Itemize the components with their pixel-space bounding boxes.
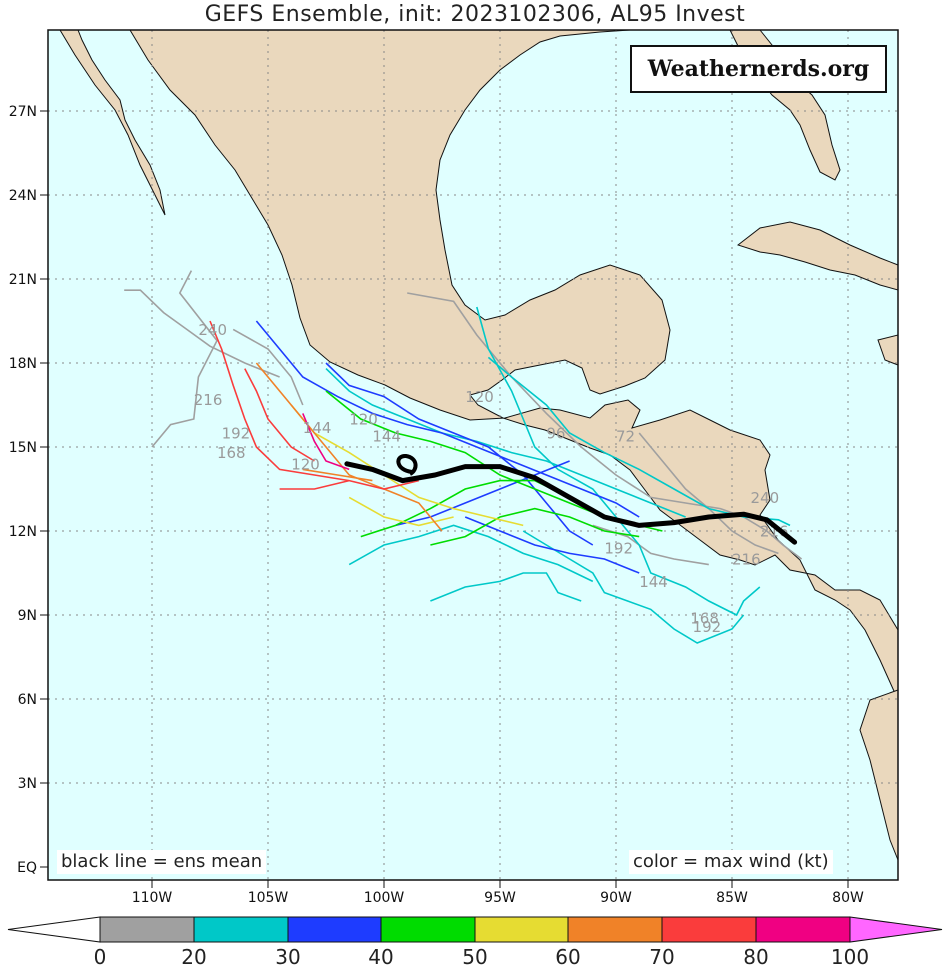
track-hour-label: 192 — [222, 425, 251, 443]
ensemble-member-track — [302, 413, 350, 471]
lat-label: 24N — [9, 188, 37, 204]
track-hour-label: 72 — [616, 427, 635, 445]
longitude-axis: 110W 105W 100W 95W 90W 85W 80W — [132, 880, 864, 906]
track-hour-label: 240 — [198, 321, 227, 339]
lon-label: 90W — [600, 890, 632, 906]
mean-track-loop — [396, 454, 418, 476]
lat-label: 6N — [18, 692, 37, 708]
lat-label: 9N — [18, 608, 37, 624]
colorbar-bin — [287, 916, 382, 943]
ensemble-mean-track — [344, 461, 798, 545]
colorbar-tick-label: 70 — [649, 945, 674, 969]
colorbar: 0 20 30 40 50 60 70 80 100 — [7, 916, 943, 969]
lon-label: 100W — [364, 890, 405, 906]
colorbar-tick-label: 40 — [368, 945, 393, 969]
colorbar-tick-label: 80 — [743, 945, 768, 969]
ensemble-member-track — [476, 306, 761, 617]
track-hour-label: 192 — [604, 539, 633, 557]
ensemble-member-track — [407, 292, 803, 560]
ensemble-member-track — [302, 468, 373, 482]
ensemble-member-track — [430, 507, 640, 546]
colorbar-tick-label: 0 — [94, 945, 107, 969]
lat-label: 21N — [9, 272, 37, 288]
lat-label: 15N — [9, 440, 37, 456]
land-south-america-corner — [859, 689, 899, 861]
lon-label: 85W — [716, 890, 748, 906]
ensemble-member-track — [348, 524, 594, 583]
colorbar-tick-label: 20 — [181, 945, 206, 969]
ensemble-member-track — [279, 479, 350, 490]
ensemble-member-track — [348, 496, 454, 527]
lat-label: EQ — [17, 860, 37, 876]
colorbar-bin — [99, 916, 195, 943]
colorbar-tick-label: 30 — [275, 945, 300, 969]
track-hour-label: 216 — [732, 551, 761, 569]
track-hour-label: 120 — [349, 411, 378, 429]
land-mexico-central-america — [129, 29, 899, 701]
ensemble-member-track — [430, 572, 582, 602]
ensemble-member-track — [244, 368, 315, 462]
track-hour-label: 168 — [690, 609, 719, 627]
colorbar-bin — [193, 916, 289, 943]
track-hour-label: 240 — [751, 489, 780, 507]
ensemble-member-track — [395, 460, 570, 527]
mean-line-note: black line = ens mean — [57, 850, 267, 874]
lat-label: 12N — [9, 524, 37, 540]
track-hour-label: 120 — [291, 455, 320, 473]
track-hour-label: 96 — [546, 425, 565, 443]
track-hour-label: 216 — [760, 523, 789, 541]
colorbar-bin — [474, 916, 569, 943]
ensemble-member-track — [209, 320, 419, 490]
lat-label: 18N — [9, 356, 37, 372]
colorbar-tick-label: 60 — [555, 945, 580, 969]
colorbar-under-arrow — [7, 916, 101, 943]
latitude-axis: 27N 24N 21N 18N 15N 12N 9N 6N 3N EQ — [9, 104, 48, 876]
map-title: GEFS Ensemble, init: 2023102306, AL95 In… — [204, 2, 746, 27]
ensemble-member-track — [255, 320, 640, 518]
colorbar-over-arrow — [849, 916, 943, 943]
track-hour-label: 144 — [303, 419, 332, 437]
ensemble-member-track — [325, 368, 686, 518]
ensemble-member-track — [124, 289, 280, 378]
ensemble-member-track — [290, 404, 524, 527]
map-frame — [47, 29, 899, 881]
lon-label: 80W — [832, 890, 864, 906]
logo-box: Weathernerds.org — [630, 45, 887, 93]
lat-label: 3N — [18, 776, 37, 792]
track-hour-label: 144 — [639, 573, 668, 591]
lon-label: 110W — [132, 890, 173, 906]
track-hour-label: 192 — [693, 618, 722, 636]
lon-label: 95W — [484, 890, 516, 906]
colorbar-bin — [380, 916, 476, 943]
track-hour-label: 144 — [372, 427, 401, 445]
ensemble-member-track — [325, 362, 594, 546]
colorbar-bin — [567, 916, 663, 943]
ensemble-tracks — [124, 270, 803, 644]
track-hour-label: 216 — [194, 391, 223, 409]
lon-label: 105W — [248, 890, 289, 906]
track-hour-label: 168 — [217, 444, 246, 462]
colorbar-bin — [755, 916, 851, 943]
colorbar-bin — [661, 916, 757, 943]
ensemble-member-track — [151, 270, 218, 448]
land-baja-california — [59, 29, 166, 216]
colorbar-tick-label: 50 — [462, 945, 487, 969]
graticule — [48, 30, 898, 880]
lat-label: 27N — [9, 104, 37, 120]
color-legend-note: color = max wind (kt) — [629, 850, 833, 874]
ensemble-member-track — [255, 362, 443, 532]
track-hour-label: 120 — [465, 388, 494, 406]
colorbar-tick-label: 100 — [831, 945, 869, 969]
ensemble-member-track — [522, 530, 745, 644]
ensemble-member-track — [232, 328, 304, 406]
ensemble-member-track — [464, 516, 640, 574]
